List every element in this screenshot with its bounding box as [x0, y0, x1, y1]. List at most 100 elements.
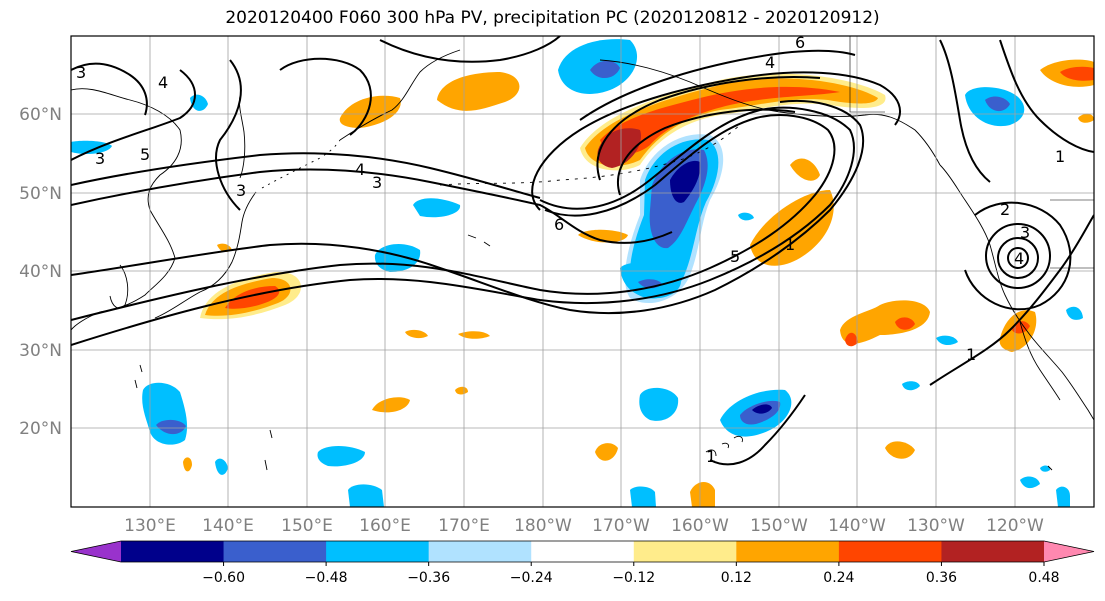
- precip-negative-area: [413, 198, 461, 218]
- colorbar-tick-label: 0.24: [823, 570, 854, 586]
- precip-negative-area: [71, 140, 112, 154]
- precip-positive-area: [183, 457, 192, 472]
- colorbar-extend-min: [71, 541, 121, 562]
- precip-negative-area: [1040, 465, 1050, 472]
- colorbar-tick-label: 0.12: [721, 570, 752, 586]
- lon-label: 130°W: [907, 516, 965, 536]
- lon-labels: 130°E 140°E 150°E 160°E 170°E 180°W 170°…: [124, 516, 1044, 536]
- colorbar-tick-label: 0.48: [1028, 570, 1059, 586]
- precip-positive-area: [597, 128, 641, 168]
- contour-label: 3: [1020, 223, 1030, 242]
- precip-negative-area: [936, 335, 958, 346]
- precip-positive-area: [455, 386, 468, 395]
- precip-positive-area: [225, 286, 280, 309]
- coastline-korea: [109, 264, 129, 309]
- precip-negative-area: [630, 486, 656, 507]
- pv-low-ring: [985, 223, 1051, 289]
- colorbar-bin: [428, 541, 532, 562]
- contour-label: 1: [1055, 147, 1065, 166]
- lon-label: 160°E: [359, 516, 411, 536]
- precip-positive-area: [372, 397, 410, 413]
- precip-negative-area: [985, 96, 1010, 112]
- contour-label: 3: [372, 173, 382, 192]
- map-background: [71, 36, 1094, 507]
- precip-negative-area: [670, 160, 701, 203]
- coastline-hawaii: [705, 435, 743, 457]
- colorbar-outline: [70, 540, 1095, 563]
- pv-contour-line: [71, 168, 673, 244]
- precip-negative-area: [1066, 306, 1083, 320]
- coastline-kuril: [261, 139, 341, 189]
- pv-contour-line: [279, 57, 372, 136]
- map-frame: [70, 35, 1095, 508]
- lon-label: 170°E: [438, 516, 490, 536]
- precip-shading: [71, 39, 1094, 507]
- contour-label: 1: [785, 235, 795, 254]
- pv-contour-line: [71, 152, 541, 199]
- coastline-islands: [134, 234, 1053, 471]
- contour-label: 6: [795, 33, 805, 52]
- contour-label: 4: [1014, 249, 1024, 268]
- pv-contour-line: [71, 62, 148, 116]
- pv-contour-line: [617, 108, 796, 196]
- colorbar-tick-label: −0.12: [612, 570, 655, 586]
- colorbar-tick-label: −0.24: [510, 570, 553, 586]
- contour-label: 2: [1000, 200, 1010, 219]
- precip-negative-area: [348, 484, 384, 507]
- colorbar-tick-label: −0.60: [202, 570, 245, 586]
- lon-label: 120°W: [986, 516, 1044, 536]
- contour-label: 3: [236, 181, 246, 200]
- precip-positive-area: [339, 95, 401, 128]
- pv-contour-line: [929, 214, 1094, 386]
- pv-contour-line: [215, 59, 242, 211]
- lat-label-40n: 40°N: [19, 262, 62, 282]
- pv-low-center: [1007, 247, 1029, 269]
- precip-positive-area: [790, 158, 820, 181]
- precip-negative-area: [590, 60, 620, 79]
- pv-contour-line: [71, 106, 855, 346]
- pv-contour-line: [71, 69, 196, 161]
- lon-label: 150°W: [750, 516, 808, 536]
- precip-negative-area: [1020, 476, 1040, 489]
- pv-contour-line: [964, 201, 1072, 311]
- colorbar: −0.60 −0.48 −0.36 −0.24 −0.12 0.12 0.24 0.36 0.4…: [70, 540, 1095, 586]
- precip-negative-area: [156, 419, 186, 435]
- precip-positive-area: [595, 443, 618, 461]
- colorbar-extend-max: [1044, 541, 1094, 562]
- contour-label: 5: [140, 145, 150, 164]
- contour-label: 3: [95, 149, 105, 168]
- contour-label: 4: [355, 160, 365, 179]
- precip-negative-area: [639, 387, 679, 421]
- colorbar-bin: [531, 541, 635, 562]
- colorbar-bin: [736, 541, 840, 562]
- contour-labels: 3 5 4 3 3 4 3 4 6 5 6 1 1 4 3 2 1 1: [76, 33, 1065, 466]
- precip-positive-area: [885, 441, 915, 459]
- precip-negative-area: [215, 458, 228, 475]
- colorbar-tick-label: 0.36: [926, 570, 957, 586]
- coastline-north-america: [939, 164, 1094, 421]
- lat-label-20n: 20°N: [19, 419, 62, 439]
- lon-label: 130°E: [124, 516, 176, 536]
- precip-negative-area: [902, 381, 920, 391]
- precip-negative-area: [752, 404, 772, 414]
- map-title: 2020120400 F060 300 hPa PV, precipitatio…: [225, 8, 880, 28]
- precip-positive-area: [750, 190, 834, 266]
- contour-label: 6: [554, 215, 564, 234]
- pv-contour-line: [379, 36, 561, 63]
- coastline-canada-border: [849, 36, 1094, 269]
- lon-label: 170°W: [592, 516, 650, 536]
- colorbar-bin: [838, 541, 942, 562]
- colorbar-bin: [941, 541, 1045, 562]
- precip-positive-area: [845, 332, 858, 347]
- precip-negative-area: [317, 446, 365, 467]
- contour-label: 5: [730, 247, 740, 266]
- lat-label-60n: 60°N: [19, 105, 62, 125]
- colorbar-bin: [633, 541, 737, 562]
- contour-label: 1: [706, 447, 716, 466]
- pv-contour-line: [579, 49, 856, 121]
- pv-contour-line: [939, 39, 991, 183]
- colorbar-tick-label: −0.48: [305, 570, 348, 586]
- contour-label: 4: [765, 53, 775, 72]
- pv-contour-line: [999, 39, 1094, 153]
